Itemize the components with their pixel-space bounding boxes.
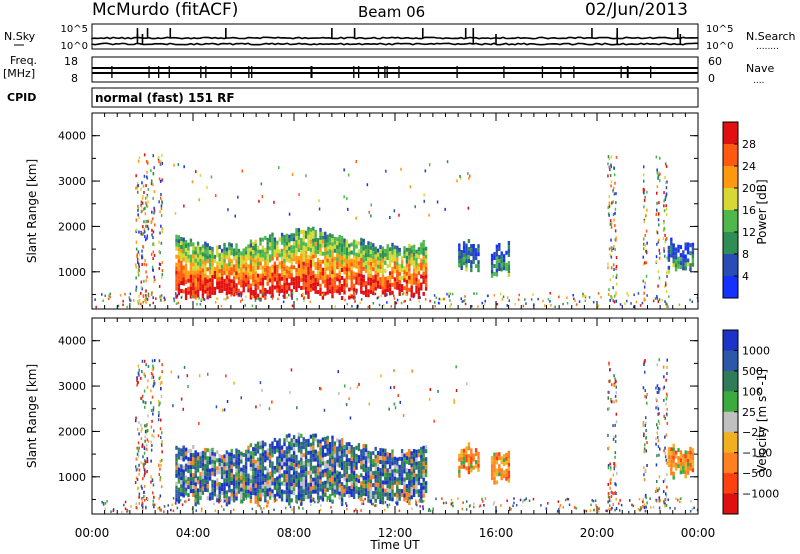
power-panel: 1000 2000 3000 4000 Slant Range [km] [25,112,699,310]
time-tick-label: 16:00 [479,526,514,540]
range-tick-label: 1000 [58,471,86,484]
range-tick-label: 3000 [58,380,86,393]
nave-dots: .... [753,76,764,86]
scatter-noise [94,153,699,309]
plot-title: McMurdo (fitACF) [92,0,238,20]
power-colorbar-tick: 12 [742,226,756,239]
nsky-label: N.Sky [4,30,36,43]
scatter-noise [101,358,699,514]
power-colorbar-tick: 28 [742,138,756,151]
range-tick-label: 2000 [58,220,86,233]
colorbar-swatch [723,210,738,233]
velocity-colorbar-tick: 100 [742,385,763,398]
velocity-colorbar-label: Velocity [m s^-1] [755,369,769,473]
power-range-axis-label: Slant Range [km] [25,159,39,263]
colorbar-swatch [723,452,738,474]
power-colorbar-tick: 4 [742,270,749,283]
noise-tick-right-bottom: 10^0 [706,41,733,52]
echo-region [667,443,695,480]
colorbar-swatch [723,493,738,515]
date-label: 02/Jun/2013 [585,0,688,20]
velocity-colorbar-tick: 500 [742,365,763,378]
time-tick-label: 04:00 [176,526,211,540]
time-tick-label: 12:00 [378,526,413,540]
power-colorbar-tick: 20 [742,182,756,195]
colorbar-swatch [723,330,738,351]
range-tick-label: 4000 [58,130,86,143]
colorbar-swatch [723,166,738,189]
range-tick-label: 2000 [58,425,86,438]
colorbar-swatch [723,254,738,277]
noise-sky-trace [91,28,699,40]
power-colorbar: Power [dB] 4 8 12 16 20 24 28 [722,121,769,299]
noise-tick-left-bottom: 10^0 [61,41,88,52]
power-colorbar-label: Power [dB] [755,179,769,244]
colorbar-swatch [723,144,738,167]
echo-region [458,442,480,478]
time-tick-label: 08:00 [277,526,312,540]
freq-tick-left-top: 18 [64,55,78,68]
colorbar-swatch [723,370,738,392]
time-axis: Time UT 00:00 04:00 08:00 12:00 16:00 20:00 00… [75,526,716,552]
colorbar-swatch [723,411,738,433]
colorbar-swatch [723,391,738,413]
time-tick-label: 00:00 [681,526,716,540]
echo-region [667,237,695,274]
power-colorbar-tick: 16 [742,204,756,217]
colorbar-swatch [723,232,738,255]
noise-search-trace [91,34,698,46]
colorbar-swatch [723,350,738,372]
echo-region [175,432,428,507]
velocity-data-layer [101,358,699,514]
velocity-colorbar-tick: −500 [742,467,772,480]
echo-region [175,226,428,302]
colorbar-swatch [723,432,738,454]
colorbar-swatch [723,188,738,211]
time-tick-label: 20:00 [580,526,615,540]
cpid-value: normal (fast) 151 RF [95,91,235,105]
colorbar-swatch [723,473,738,495]
cpid-panel: CPID normal (fast) 151 RF [7,87,699,108]
nave-tick-right-bottom: 0 [708,72,715,85]
colorbar-swatch [723,276,738,299]
noise-panel: N.Sky N.Search ........ 10^5 10^0 10^5 1… [4,23,796,52]
velocity-colorbar-tick: −1000 [742,488,779,501]
echo-region [490,450,511,485]
nave-tick-right-top: 60 [708,55,722,68]
range-tick-label: 3000 [58,175,86,188]
power-colorbar-tick: 8 [742,248,749,261]
nave-label: Nave [746,62,774,75]
power-colorbar-tick: 24 [742,160,756,173]
power-data-layer [94,153,699,309]
velocity-colorbar-tick: 25 [742,406,756,419]
echo-region [458,239,480,273]
velocity-colorbar-tick: −25 [742,426,765,439]
noise-tick-left-top: 10^5 [61,24,88,35]
freq-panel: Freq. [MHz] Nave .... 18 8 60 0 [3,54,774,86]
freq-tick-left-bottom: 8 [71,72,78,85]
freq-unit-label: [MHz] [3,67,35,80]
velocity-range-axis-label: Slant Range [km] [25,364,39,468]
cpid-label: CPID [7,91,36,104]
velocity-panel: 1000 2000 3000 4000 Slant Range [km] [25,317,699,515]
velocity-colorbar-tick: 1000 [742,344,770,357]
freq-marker-ticks [111,66,652,78]
velocity-colorbar: Velocity [m s^-1] 1000 500 100 25 −25 −100 −50… [722,329,779,515]
velocity-colorbar-tick: −100 [742,447,772,460]
freq-label: Freq. [10,54,37,67]
noise-tick-right-top: 10^5 [706,24,733,35]
nsearch-dots: ........ [756,42,779,52]
range-tick-label: 1000 [58,266,86,279]
nsearch-label: N.Search [746,30,796,43]
beam-label: Beam 06 [358,3,425,21]
time-tick-label: 00:00 [75,526,110,540]
colorbar-swatch [723,122,738,145]
time-axis-label: Time UT [369,538,420,552]
range-tick-label: 4000 [58,335,86,348]
echo-region [490,241,511,278]
